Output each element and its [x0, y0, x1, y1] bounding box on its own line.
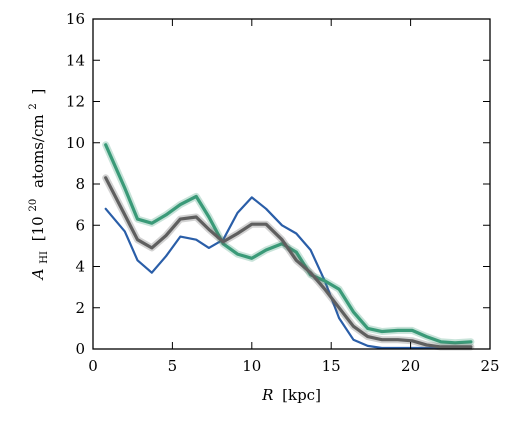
y-tick-label: 16 [66, 10, 85, 28]
y-tick-label: 8 [75, 175, 85, 193]
x-axis-label: R [kpc] [261, 386, 321, 404]
x-axis-label-unit: [kpc] [282, 386, 321, 404]
y-axis-label-sub: HI [39, 251, 50, 264]
y-tick-label: 12 [66, 93, 85, 111]
series-0-line [104, 196, 472, 350]
y-tick-label: 14 [66, 51, 85, 69]
x-tick-label: 15 [322, 357, 341, 375]
y-axis-label-bracket: [10 [29, 216, 47, 241]
y-axis-label-unit-exp: 2 [28, 103, 39, 109]
x-tick-label: 25 [480, 357, 499, 375]
y-tick-label: 10 [66, 134, 85, 152]
x-tick-label: 5 [168, 357, 178, 375]
axes-frame [92, 18, 491, 350]
y-tick-label: 4 [75, 258, 85, 276]
y-tick-label: 2 [75, 299, 85, 317]
y-axis-label-close: ] [29, 89, 47, 95]
y-axis-label-var: A [29, 268, 47, 281]
x-tick-label: 10 [242, 357, 261, 375]
y-axis-label-unit: atoms/cm [29, 114, 47, 188]
series-layer [102, 141, 475, 351]
x-axis-label-var: R [261, 386, 273, 404]
ticks-layer: 0 5 10 15 20 25 0 2 4 6 8 10 12 14 16 [66, 10, 500, 375]
y-tick-label: 6 [75, 216, 85, 234]
y-tick-label: 0 [75, 340, 85, 358]
y-axis-label: A HI [10 20 atoms/cm 2 ] [22, 89, 51, 282]
y-axis-label-exp: 20 [28, 199, 39, 212]
x-tick-label: 0 [88, 357, 98, 375]
x-tick-label: 20 [401, 357, 420, 375]
series-2-line [104, 176, 473, 349]
